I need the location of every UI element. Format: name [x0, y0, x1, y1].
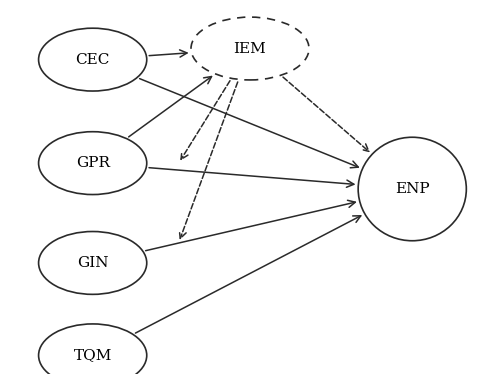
- Text: TQM: TQM: [74, 349, 112, 363]
- Ellipse shape: [358, 137, 467, 241]
- Ellipse shape: [38, 231, 147, 294]
- Text: CEC: CEC: [76, 53, 110, 67]
- Ellipse shape: [191, 17, 309, 80]
- Ellipse shape: [38, 28, 147, 91]
- Text: IEM: IEM: [234, 42, 266, 56]
- Text: GIN: GIN: [77, 256, 108, 270]
- Text: GPR: GPR: [76, 156, 110, 170]
- Ellipse shape: [38, 324, 147, 378]
- Ellipse shape: [38, 132, 147, 195]
- Text: ENP: ENP: [395, 182, 430, 196]
